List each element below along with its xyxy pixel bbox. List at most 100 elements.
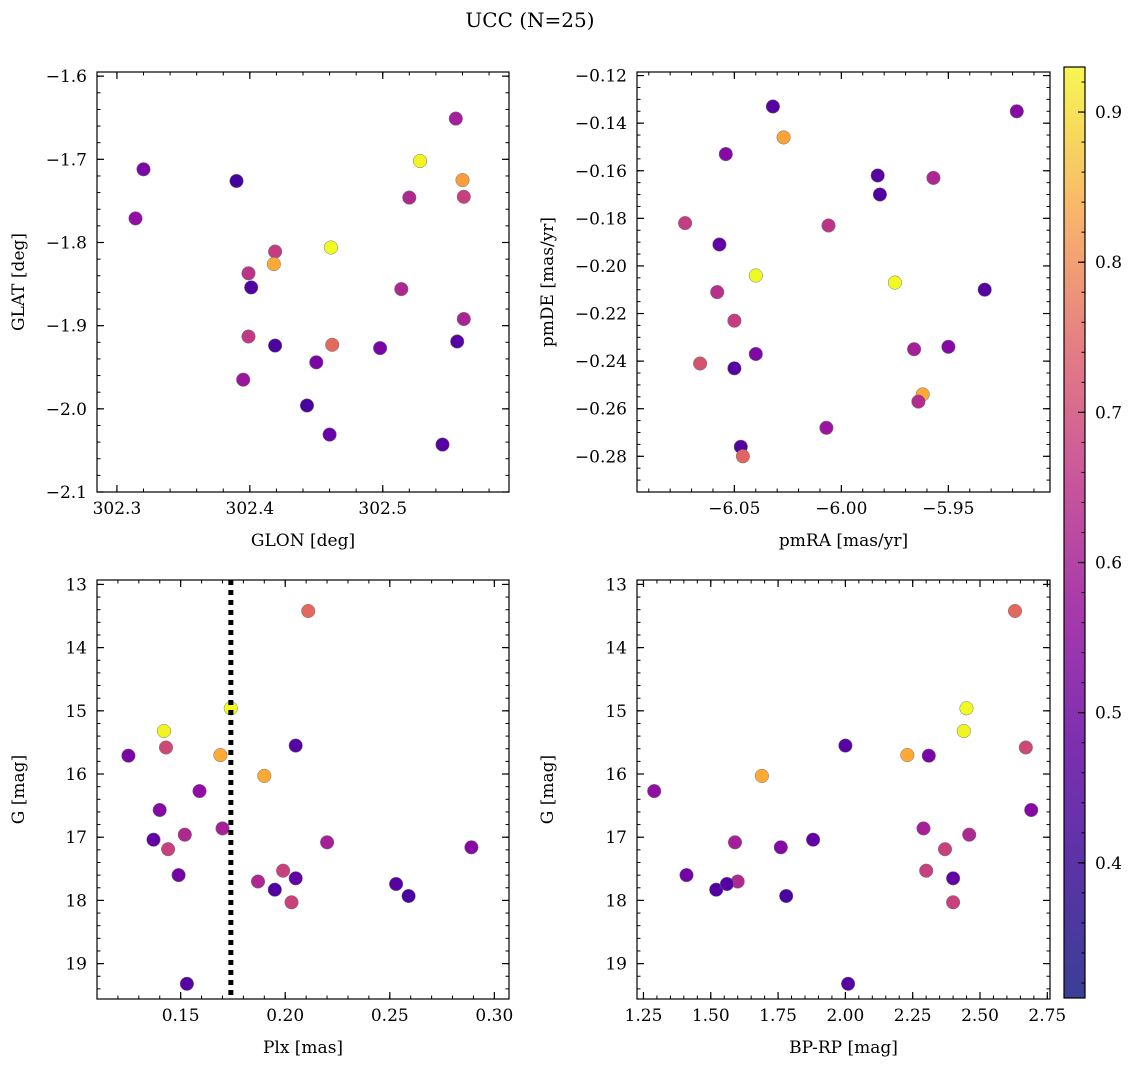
data-point — [1024, 802, 1039, 818]
x-tick-label: 0.25 — [371, 1006, 409, 1026]
parallax-magnitude-y-axis-label: G [mag] — [9, 755, 29, 824]
panel-color-magnitude: 1.25 1.50 1.75 2.00 2.25 2.50 2.75 13 14 15 16 17 18… — [538, 575, 1066, 1058]
data-point — [267, 882, 282, 897]
data-point — [268, 244, 283, 259]
x-tick-label: 302.5 — [358, 499, 407, 519]
data-point — [450, 334, 465, 349]
data-point — [1018, 740, 1033, 755]
data-point — [171, 868, 186, 883]
color-magnitude-y-axis-label: G [mag] — [538, 755, 558, 824]
y-tick-label: −1.8 — [46, 233, 87, 253]
data-point — [241, 329, 256, 344]
data-point — [841, 976, 856, 991]
data-point — [268, 338, 283, 353]
x-tick-label: 302.3 — [93, 499, 142, 519]
data-point — [156, 723, 171, 739]
data-point — [158, 740, 174, 755]
data-point — [121, 748, 136, 763]
y-tick-label: 16 — [65, 765, 87, 785]
data-point — [776, 130, 791, 145]
data-point — [946, 895, 961, 910]
data-point — [288, 871, 303, 886]
y-tick-label: −0.20 — [575, 257, 627, 277]
data-point — [213, 748, 228, 763]
data-point — [870, 168, 885, 183]
data-point — [412, 153, 428, 169]
data-point — [710, 285, 725, 300]
data-point — [819, 420, 834, 435]
data-point — [806, 832, 821, 847]
data-point — [215, 821, 230, 836]
panel-parallax-magnitude: 0.15 0.20 0.25 0.30 13 14 15 16 17 18 19 Plx [mas]… — [9, 575, 513, 1058]
y-tick-label: 17 — [65, 828, 87, 848]
panel-sky-position: 302.3 302.4 302.5−2.1−2.0−1.9−1.8−1.7−1.6 … — [9, 67, 510, 551]
data-point — [647, 784, 662, 799]
colorbar: 0.4 0.5 0.6 0.7 0.8 0.9 — [1063, 66, 1122, 999]
data-point — [161, 842, 176, 857]
data-point — [727, 835, 743, 850]
y-tick-label: −0.22 — [575, 305, 627, 325]
data-point — [192, 784, 207, 799]
data-point — [977, 282, 992, 297]
parallax-magnitude-tick-labels: 0.15 0.20 0.25 0.30 13 14 15 16 17 18 19 — [65, 575, 513, 1026]
x-tick-label: −6.05 — [708, 499, 760, 519]
data-point — [1009, 104, 1024, 119]
color-magnitude-frame — [636, 579, 1051, 1000]
sky-position-y-axis-label: GLAT [deg] — [9, 233, 29, 331]
colorbar-tick-label: 0.8 — [1095, 253, 1122, 273]
colorbar-tick-label: 0.9 — [1095, 103, 1122, 123]
x-tick-label: 0.30 — [475, 1006, 513, 1026]
x-tick-label: 2.75 — [1028, 1006, 1066, 1026]
proper-motion-x-axis-label: pmRA [mas/yr] — [779, 531, 908, 551]
y-tick-label: −0.16 — [575, 162, 627, 182]
data-point — [872, 187, 887, 202]
x-tick-label: 0.20 — [266, 1006, 304, 1026]
colorbar-tick-label: 0.7 — [1095, 403, 1122, 423]
sky-position-ticks — [97, 72, 509, 493]
data-point — [325, 337, 340, 352]
colorbar-tick-label: 0.5 — [1095, 704, 1122, 724]
data-point — [301, 603, 316, 619]
data-point — [678, 216, 693, 231]
data-point — [288, 738, 303, 753]
data-point — [257, 768, 272, 783]
x-tick-label: 1.75 — [759, 1006, 797, 1026]
y-tick-label: 19 — [605, 955, 627, 975]
y-tick-label: −0.12 — [575, 67, 627, 87]
data-point — [456, 189, 471, 204]
y-tick-label: −2.0 — [46, 400, 87, 420]
data-point — [299, 398, 315, 413]
data-point — [373, 341, 388, 356]
y-tick-label: 16 — [605, 765, 627, 785]
data-point — [309, 355, 324, 370]
x-tick-label: 2.25 — [894, 1006, 932, 1026]
data-point — [900, 748, 915, 763]
x-tick-label: 1.50 — [692, 1006, 730, 1026]
data-point — [907, 342, 922, 357]
x-tick-label: 2.50 — [961, 1006, 999, 1026]
colorbar-ticks: 0.4 0.5 0.6 0.7 0.8 0.9 — [1078, 81, 1122, 984]
y-tick-label: 18 — [605, 891, 627, 911]
data-point — [152, 802, 167, 818]
data-point — [136, 162, 151, 177]
y-tick-label: −1.9 — [46, 317, 87, 337]
data-point — [229, 173, 244, 189]
color-magnitude-points — [647, 603, 1039, 991]
colorbar-tick-label: 0.4 — [1095, 854, 1122, 874]
data-point — [241, 266, 256, 281]
data-point — [464, 840, 479, 855]
data-point — [916, 821, 931, 836]
data-point — [250, 874, 266, 889]
sky-position-x-axis-label: GLON [deg] — [251, 531, 355, 551]
parallax-magnitude-ticks — [96, 580, 509, 999]
data-point — [244, 280, 259, 295]
proper-motion-y-axis-label: pmDE [mas/yr] — [538, 217, 558, 347]
x-tick-label: 0.15 — [162, 1006, 200, 1026]
y-tick-label: −0.14 — [575, 114, 627, 134]
y-tick-label: −2.1 — [46, 483, 87, 503]
data-point — [266, 257, 281, 272]
proper-motion-tick-labels: −6.05 −6.00 −5.95 −0.28 −0.26 −0.24 −0.22 −0.20… — [575, 67, 975, 519]
parallax-magnitude-x-axis-label: Plx [mas] — [263, 1038, 343, 1058]
data-point — [320, 835, 335, 850]
